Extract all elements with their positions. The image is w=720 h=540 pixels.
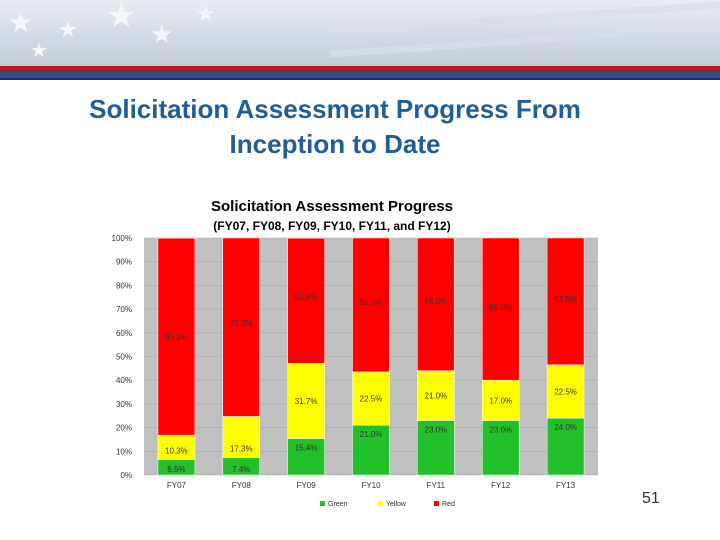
star-icon: ★ <box>8 6 34 39</box>
banner-navy-stripe <box>0 78 720 80</box>
legend-swatch-yellow <box>378 501 383 506</box>
data-label-yellow: 10.3% <box>165 447 188 456</box>
data-label-yellow: 17.0% <box>489 396 512 405</box>
x-tick-label: FY07 <box>167 481 187 490</box>
x-tick-label: FY11 <box>427 481 446 490</box>
data-label-yellow: 22.5% <box>554 387 577 396</box>
star-icon: ★ <box>106 0 137 36</box>
x-tick-label: FY13 <box>556 481 576 490</box>
bar-segment-green <box>417 420 455 476</box>
star-icon: ★ <box>30 38 48 62</box>
page-number: 51 <box>642 490 660 507</box>
bar-segment-green <box>481 420 520 476</box>
bar-segment-red <box>417 237 455 371</box>
x-tick-label: FY10 <box>361 481 381 490</box>
y-tick-label: 50% <box>116 353 132 362</box>
y-tick-label: 80% <box>116 281 132 290</box>
data-label-green: 23.0% <box>425 425 448 434</box>
bar-segment-red <box>222 237 261 417</box>
data-label-red: 56.5% <box>360 298 383 307</box>
page-title-line2: Inception to Date <box>229 129 441 159</box>
data-label-green: 23.0% <box>489 425 512 434</box>
data-label-green: 15.4% <box>295 444 318 453</box>
data-label-yellow: 22.5% <box>360 395 383 404</box>
data-label-green: 24.0% <box>554 423 577 432</box>
y-tick-label: 30% <box>116 400 132 409</box>
star-icon: ★ <box>58 18 78 43</box>
bar-segment-green <box>546 417 585 476</box>
y-tick-label: 10% <box>116 447 132 456</box>
y-tick-label: 90% <box>116 258 132 267</box>
bar-segment-yellow <box>481 379 520 421</box>
x-tick-label: FY12 <box>491 481 511 490</box>
bar-segment-red <box>157 237 196 436</box>
bar-segment-red <box>546 237 585 366</box>
data-label-green: 6.5% <box>167 465 185 474</box>
data-label-red: 75.3% <box>230 319 253 328</box>
star-icon: ★ <box>150 20 174 50</box>
data-label-yellow: 21.0% <box>425 392 448 401</box>
legend-label-red: Red <box>442 501 455 508</box>
banner-blue-stripe <box>0 72 720 78</box>
data-label-red: 52.8% <box>295 293 318 302</box>
data-label-red: 53.5% <box>554 295 577 304</box>
legend-swatch-green <box>320 501 325 506</box>
page-title: Solicitation Assessment Progress From In… <box>20 92 650 162</box>
legend-swatch-red <box>434 501 439 506</box>
data-label-red: 83.1% <box>165 333 188 342</box>
banner-red-stripe <box>0 66 720 72</box>
stacked-bar-chart: Solicitation Assessment Progress (FY07, … <box>100 192 620 514</box>
bar-segment-green <box>352 424 390 476</box>
bar-segment-yellow <box>546 364 585 419</box>
data-label-yellow: 17.3% <box>230 444 253 453</box>
data-label-red: 60.0% <box>489 303 512 312</box>
data-label-green: 7.4% <box>232 465 250 474</box>
page-title-line1: Solicitation Assessment Progress From <box>89 94 581 124</box>
y-tick-label: 70% <box>116 305 132 314</box>
legend-label-green: Green <box>328 501 348 508</box>
legend-label-yellow: Yellow <box>386 501 407 508</box>
bar-segment-red <box>287 237 325 364</box>
bar-segment-red <box>481 237 520 381</box>
x-tick-label: FY09 <box>297 481 317 490</box>
data-label-red: 56.0% <box>425 297 448 306</box>
y-tick-label: 0% <box>120 471 132 480</box>
y-tick-label: 100% <box>112 234 132 243</box>
flag-banner: ★ ★ ★ ★ ★ ★ <box>0 0 720 66</box>
bar-segment-red <box>352 237 390 373</box>
chart-subtitle: (FY07, FY08, FY09, FY10, FY11, and FY12) <box>213 219 450 233</box>
star-icon: ★ <box>196 2 216 27</box>
bar-segment-yellow <box>222 416 261 458</box>
y-tick-label: 40% <box>116 376 132 385</box>
data-label-yellow: 31.7% <box>295 397 318 406</box>
bar-segment-yellow <box>287 363 325 439</box>
y-tick-label: 20% <box>116 424 132 433</box>
bar-segment-yellow <box>352 371 390 426</box>
data-label-green: 21.0% <box>360 430 383 439</box>
x-tick-label: FY08 <box>232 481 252 490</box>
bar-segment-yellow <box>417 370 455 421</box>
chart-title: Solicitation Assessment Progress <box>211 198 453 215</box>
y-tick-label: 60% <box>116 329 132 338</box>
